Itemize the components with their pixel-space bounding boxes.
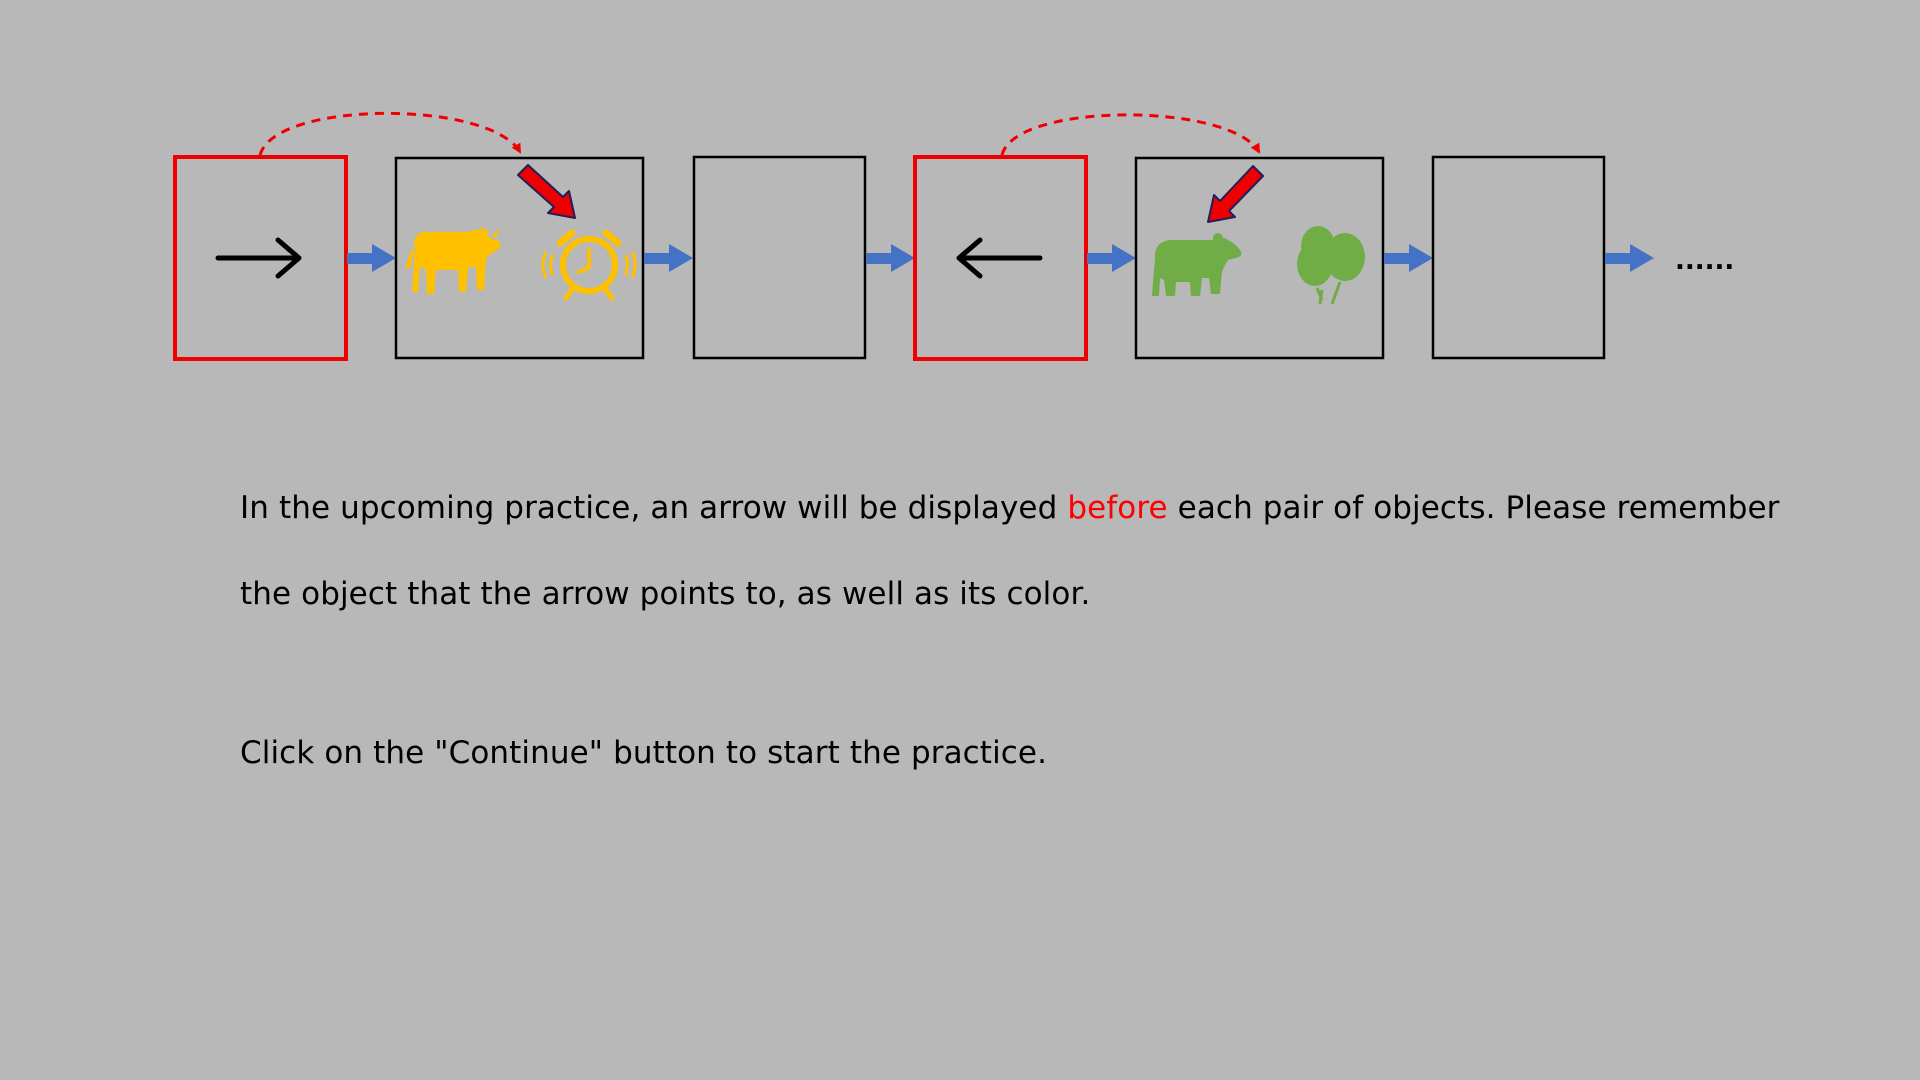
cue-link-dashed-arrow-2 bbox=[1000, 113, 1261, 156]
blank-frame-2 bbox=[1431, 155, 1606, 360]
cue-pointer-icon bbox=[517, 164, 576, 219]
sequence-connector-arrow bbox=[1384, 244, 1433, 272]
objects-frame-bear-balloons bbox=[1134, 156, 1385, 360]
left-arrow-icon bbox=[956, 237, 1043, 279]
instruction-highlight-before: before bbox=[1067, 490, 1168, 526]
cue-frame-left bbox=[913, 155, 1088, 361]
cue-pointer-icon bbox=[1207, 165, 1264, 223]
right-arrow-icon bbox=[215, 237, 302, 279]
instruction-line-2: the object that the arrow points to, as … bbox=[240, 576, 1091, 612]
instruction-line-1-start: In the upcoming practice, an arrow will … bbox=[240, 490, 1068, 526]
sequence-connector-arrow bbox=[1605, 244, 1654, 272]
instruction-line-1-end: each pair of objects. Please remember bbox=[1167, 490, 1780, 526]
instruction-line-1: In the upcoming practice, an arrow will … bbox=[240, 465, 1780, 551]
continue-hint-text: Click on the "Continue" button to start … bbox=[240, 735, 1048, 771]
alarm-clock-icon bbox=[541, 229, 637, 301]
sequence-connector-arrow bbox=[866, 244, 915, 272]
cue-link-dashed-arrow-1 bbox=[258, 111, 522, 156]
objects-frame-cow-clock bbox=[394, 156, 645, 360]
cow-icon bbox=[405, 226, 501, 294]
sequence-connector-arrow bbox=[1087, 244, 1136, 272]
sequence-connector-arrow bbox=[644, 244, 693, 272]
bear-icon bbox=[1152, 233, 1242, 296]
trial-sequence-diagram: ...... bbox=[173, 111, 1734, 361]
cue-frame-right bbox=[173, 155, 348, 361]
sequence-connector-arrow bbox=[347, 244, 396, 272]
instruction-text: In the upcoming practice, an arrow will … bbox=[240, 465, 1780, 637]
sequence-ellipsis: ...... bbox=[1675, 246, 1734, 276]
balloons-icon bbox=[1297, 226, 1365, 305]
blank-frame-1 bbox=[692, 155, 867, 360]
